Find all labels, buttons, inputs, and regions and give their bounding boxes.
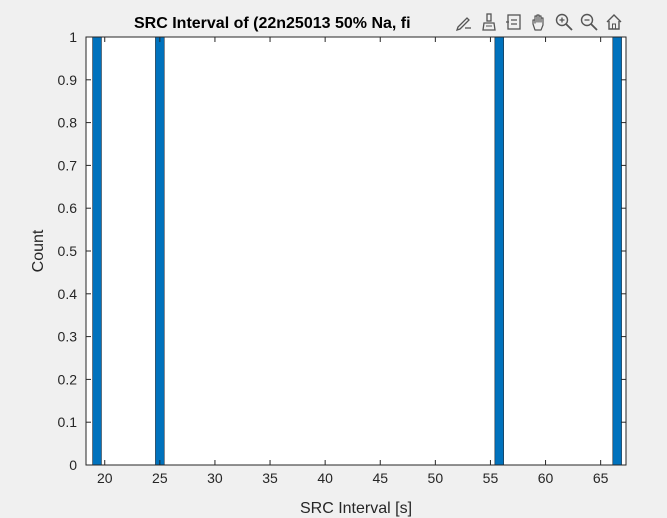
y-tick-label: 0.9 xyxy=(58,72,78,88)
chart-title: SRC Interval of (22n25013 50% Na, fi xyxy=(134,15,411,32)
bar-3 xyxy=(612,36,622,466)
x-tick-label: 30 xyxy=(207,470,223,486)
y-tick-label: 0.2 xyxy=(58,371,78,387)
axes-toolbar xyxy=(452,10,626,34)
x-tick-label: 40 xyxy=(317,470,333,486)
bar-2 xyxy=(494,36,504,466)
bar-0 xyxy=(92,36,102,466)
y-tick-label: 0.1 xyxy=(58,414,78,430)
x-tick-label: 50 xyxy=(428,470,444,486)
y-axis-label: Count xyxy=(30,229,47,272)
y-tick-label: 0 xyxy=(69,457,77,473)
x-tick-label: 45 xyxy=(372,470,388,486)
home-icon[interactable] xyxy=(602,10,626,34)
zoom-in-icon[interactable] xyxy=(552,10,576,34)
bar-1 xyxy=(155,36,165,466)
y-tick-label: 0.6 xyxy=(58,200,78,216)
x-tick-label: 20 xyxy=(97,470,113,486)
y-tick-label: 1 xyxy=(69,29,77,45)
edit-icon[interactable] xyxy=(452,10,476,34)
y-tick-label: 0.5 xyxy=(58,243,78,259)
pan-icon[interactable] xyxy=(527,10,551,34)
x-tick-label: 25 xyxy=(152,470,168,486)
x-tick-label: 35 xyxy=(262,470,278,486)
y-tick-label: 0.7 xyxy=(58,157,78,173)
zoom-out-icon[interactable] xyxy=(577,10,601,34)
y-tick-label: 0.4 xyxy=(58,286,78,302)
x-axis-label: SRC Interval [s] xyxy=(300,500,412,517)
x-tick-label: 60 xyxy=(538,470,554,486)
axes-background xyxy=(86,37,626,465)
y-tick-label: 0.3 xyxy=(58,329,78,345)
data-tips-icon[interactable] xyxy=(502,10,526,34)
x-tick-label: 55 xyxy=(483,470,499,486)
y-tick-label: 0.8 xyxy=(58,115,78,131)
x-tick-label: 65 xyxy=(593,470,609,486)
x-ticks: 20 25 30 35 40 45 50 55 60 65 xyxy=(97,37,609,486)
y-ticks: 0 0.1 0.2 0.3 0.4 0.5 0.6 0.7 0.8 0.9 1 xyxy=(58,29,626,473)
brush-icon[interactable] xyxy=(477,10,501,34)
